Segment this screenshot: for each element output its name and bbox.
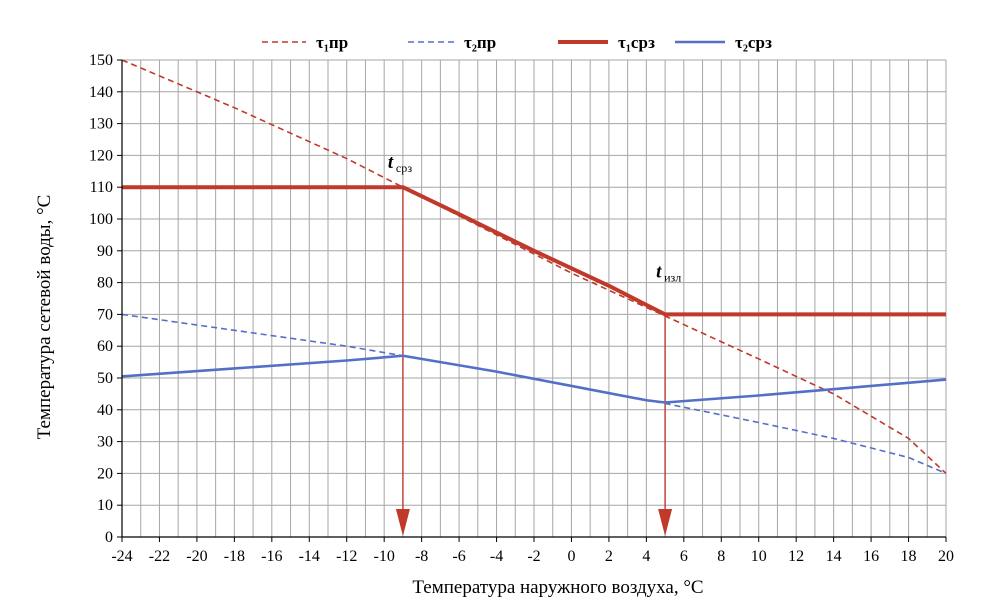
annotation-label-1: t [388, 152, 394, 173]
x-tick-label: 10 [751, 548, 767, 565]
legend: τ₁пр τ₂пр τ₁срз τ₂срз [262, 33, 772, 52]
legend-label-2: τ₂пр [464, 33, 496, 52]
series-line-4 [121, 354, 947, 404]
x-tick-label: -14 [299, 548, 320, 565]
y-tick-label: 70 [97, 306, 113, 323]
grid [121, 59, 947, 538]
y-tick-label: 50 [97, 370, 113, 387]
x-tick-label: -18 [224, 548, 245, 565]
x-tick-label: -20 [186, 548, 207, 565]
y-tick-label: 110 [90, 179, 113, 196]
x-tick-label: -6 [452, 548, 465, 565]
marker-arrowhead-2 [658, 509, 673, 536]
y-tick-label: 80 [97, 275, 113, 292]
y-tick-label: 60 [97, 338, 113, 355]
legend-label-3: τ₁срз [618, 33, 655, 52]
y-tick-label: 150 [89, 52, 113, 69]
x-tick-label: 14 [826, 548, 842, 565]
x-tick-label: 2 [605, 548, 613, 565]
series-lines [121, 59, 947, 475]
x-tick-label: -8 [415, 548, 428, 565]
x-tick-label: -10 [374, 548, 395, 565]
series-line-3 [122, 185, 946, 317]
annotation-subscript-2: изл [664, 270, 681, 284]
marker-arrowhead-1 [395, 509, 410, 536]
y-tick-label: 140 [89, 84, 113, 101]
y-axis-title: Температура сетевой воды, °C [34, 195, 55, 440]
annotation-subscript-1: срз [396, 161, 412, 175]
axes: -24 -22 -20 -18 -16 -14 -12 -10 -8 -6 -4 -2 0 2 4 6 8 10 1… [89, 52, 954, 565]
temperature-markers [395, 187, 673, 536]
annotation-label-2: t [656, 261, 662, 282]
y-tick-label: 130 [89, 116, 113, 133]
x-tick-label: 0 [567, 548, 575, 565]
y-tick-label: 40 [97, 402, 113, 419]
y-tick-label: 10 [97, 497, 113, 514]
y-tick-label: 0 [105, 529, 113, 546]
x-tick-label: -16 [261, 548, 282, 565]
x-tick-label: 6 [680, 548, 688, 565]
y-tick-label: 30 [97, 434, 113, 451]
x-tick-label: -2 [527, 548, 540, 565]
y-tick-label: 90 [97, 243, 113, 260]
x-tick-label: -24 [111, 548, 132, 565]
x-axis-title: Температура наружного воздуха, °C [412, 577, 703, 598]
y-tick-label: 120 [89, 147, 113, 164]
x-tick-label: 20 [938, 548, 954, 565]
x-tick-label: 12 [788, 548, 804, 565]
y-tick-label: 20 [97, 465, 113, 482]
x-tick-label: 16 [863, 548, 879, 565]
x-tick-label: -22 [149, 548, 170, 565]
x-tick-label: 18 [901, 548, 917, 565]
x-tick-label: -12 [336, 548, 357, 565]
x-tick-label: -4 [490, 548, 503, 565]
legend-label-4: τ₂срз [735, 33, 772, 52]
x-tick-label: 8 [717, 548, 725, 565]
y-tick-label: 100 [89, 211, 113, 228]
x-tick-label: 4 [642, 548, 650, 565]
legend-label-1: τ₁пр [316, 33, 348, 52]
series-line-1 [121, 59, 947, 474]
